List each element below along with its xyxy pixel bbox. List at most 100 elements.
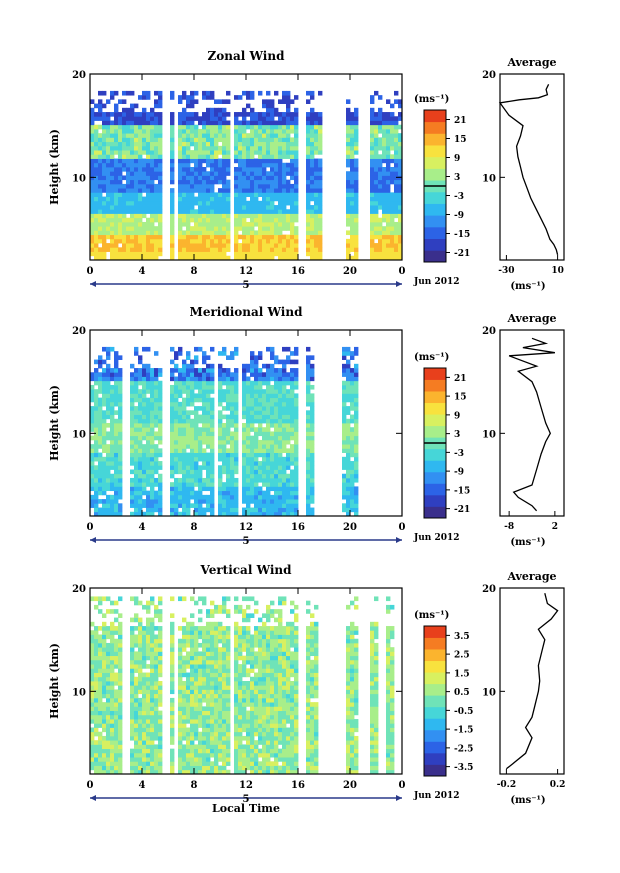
heatmap-cell <box>246 507 251 513</box>
heatmap-cell <box>146 752 151 758</box>
heatmap-cell <box>250 494 255 500</box>
heatmap-cell <box>142 477 147 483</box>
heatmap-cell <box>94 145 99 151</box>
heatmap-cell <box>238 167 243 172</box>
heatmap-cell <box>182 188 187 193</box>
heatmap-cell <box>90 167 95 172</box>
x-tick-label: 20 <box>343 522 357 533</box>
heatmap-cell <box>94 217 99 223</box>
heatmap-cell <box>142 406 147 411</box>
heatmap-cell <box>226 188 231 193</box>
heatmap-cell <box>210 175 215 181</box>
heatmap-cell <box>266 384 271 390</box>
heatmap-cell <box>394 234 399 240</box>
heatmap-cell <box>134 234 139 240</box>
heatmap-cell <box>106 372 111 377</box>
heatmap-cell <box>282 469 287 475</box>
heatmap-cell <box>94 238 99 244</box>
heatmap-cell <box>258 368 263 373</box>
heatmap-cell <box>130 638 135 644</box>
heatmap-cell <box>110 448 115 453</box>
heatmap-cell <box>354 209 359 214</box>
heatmap-cell <box>94 647 99 652</box>
heatmap-cell <box>178 456 183 462</box>
heatmap-cell <box>154 702 159 707</box>
heatmap-cell <box>202 418 207 424</box>
heatmap-cell <box>170 213 175 219</box>
heatmap-cell <box>230 355 235 360</box>
heatmap-cell <box>154 99 159 104</box>
heatmap-cell <box>182 376 187 382</box>
heatmap-cell <box>182 596 187 602</box>
heatmap-cell <box>118 465 123 470</box>
heatmap-cell <box>158 247 163 252</box>
heatmap-cell <box>306 243 311 248</box>
heatmap-cell <box>106 672 111 678</box>
heatmap-cell <box>142 448 147 453</box>
heatmap-cell <box>190 167 195 172</box>
heatmap-cell <box>226 128 231 134</box>
heatmap-cell <box>346 251 351 257</box>
heatmap-cell <box>206 124 211 130</box>
heatmap-cell <box>118 685 123 690</box>
heatmap-cell <box>218 486 223 492</box>
heatmap-cell <box>214 137 219 143</box>
heatmap-cell <box>214 200 219 206</box>
heatmap-cell <box>178 351 183 356</box>
heatmap-cell <box>282 95 287 100</box>
heatmap-cell <box>190 761 195 766</box>
heatmap-cell <box>94 221 99 227</box>
heatmap-cell <box>242 499 247 504</box>
heatmap-cell <box>186 630 191 635</box>
heatmap-cell <box>94 676 99 682</box>
heatmap-cell <box>130 158 135 164</box>
heatmap-cell <box>90 647 95 652</box>
heatmap-cell <box>150 150 155 155</box>
heatmap-cell <box>118 188 123 193</box>
heatmap-cell <box>346 448 351 453</box>
heatmap-cell <box>170 681 175 686</box>
heatmap-cell <box>190 368 195 373</box>
heatmap-cell <box>102 702 107 707</box>
heatmap-cell <box>270 401 275 407</box>
heatmap-cell <box>122 200 127 206</box>
heatmap-cell <box>130 183 135 189</box>
heatmap-cell <box>350 167 355 172</box>
heatmap-cell <box>186 410 191 415</box>
heatmap-cell <box>186 192 191 197</box>
heatmap-cell <box>150 477 155 483</box>
heatmap-cell <box>202 175 207 181</box>
heatmap-cell <box>110 499 115 504</box>
heatmap-cell <box>350 221 355 227</box>
heatmap-cell <box>194 154 199 159</box>
heatmap-cell <box>158 617 163 623</box>
heatmap-cell <box>286 196 291 202</box>
heatmap-cell <box>294 171 299 176</box>
heatmap-cell <box>130 617 135 623</box>
heatmap-cell <box>274 120 279 126</box>
heatmap-cell <box>190 757 195 762</box>
heatmap-cell <box>354 461 359 466</box>
heatmap-cell <box>198 427 203 432</box>
heatmap-cell <box>106 494 111 500</box>
heatmap-cell <box>194 167 199 172</box>
heatmap-cell <box>202 116 207 121</box>
heatmap-cell <box>182 251 187 257</box>
heatmap-cell <box>138 217 143 223</box>
heatmap-cell <box>346 393 351 399</box>
heatmap-cell <box>138 752 143 758</box>
heatmap-cell <box>194 664 199 669</box>
heatmap-cell <box>186 461 191 466</box>
heatmap-cell <box>306 435 311 441</box>
heatmap-cell <box>282 406 287 411</box>
heatmap-cell <box>174 351 179 356</box>
heatmap-cell <box>258 158 263 164</box>
heatmap-cell <box>294 158 299 164</box>
heatmap-cell <box>130 376 135 382</box>
heatmap-cell <box>386 179 391 185</box>
heatmap-cell <box>218 503 223 508</box>
heatmap-cell <box>114 145 119 151</box>
heatmap-cell <box>150 234 155 240</box>
heatmap-cell <box>210 230 215 236</box>
heatmap-cell <box>106 452 111 458</box>
